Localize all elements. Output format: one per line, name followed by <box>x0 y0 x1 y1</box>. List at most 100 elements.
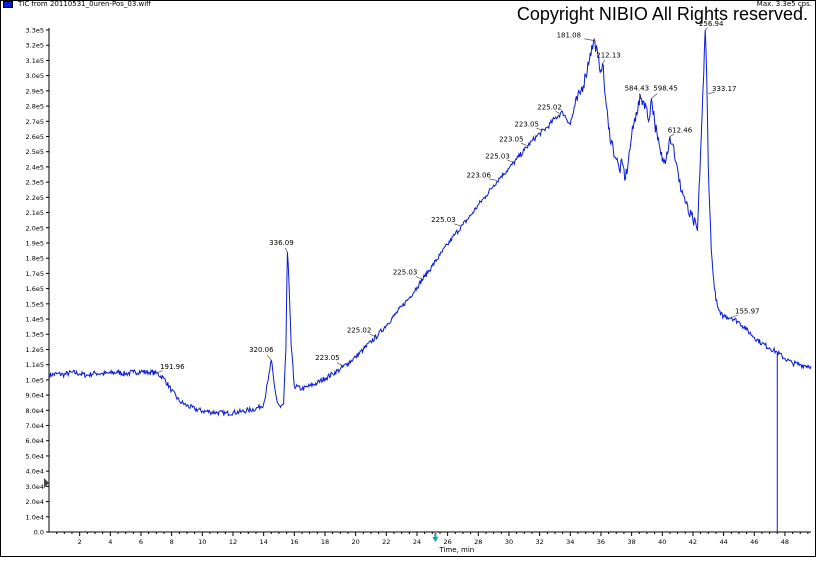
trace-group <box>48 29 812 532</box>
x-tick-label: 36 <box>597 538 605 546</box>
y-tick-label: 1.8e5 <box>26 255 44 263</box>
x-tick-label: 4 <box>108 538 112 546</box>
peak-label-leader <box>731 314 738 318</box>
peak-label: 225.02 <box>537 104 562 112</box>
x-tick-label: 32 <box>535 538 543 546</box>
y-tick-label: 7.0e4 <box>26 422 44 430</box>
peak-label: 612.46 <box>668 126 693 134</box>
peak-label-leader <box>454 223 462 227</box>
peak-label-leader <box>156 370 163 374</box>
peak-label-leader <box>602 59 606 64</box>
y-tick-label: 2.2e5 <box>26 194 44 202</box>
peak-label-group: 191.96 320.06 336.09 223.05 225.02 225.03 225.… <box>156 20 760 374</box>
peak-label: 598.45 <box>653 84 678 92</box>
peak-label-leader <box>415 276 424 280</box>
y-tick-label: 2.4e5 <box>26 163 44 171</box>
x-tick-label: 18 <box>321 538 329 546</box>
peak-label: 223.05 <box>315 354 340 362</box>
y-tick-label: 2.0e4 <box>26 498 44 506</box>
peak-label: 191.96 <box>160 363 185 371</box>
x-tick-label: 2 <box>78 538 82 546</box>
trace-color-icon <box>3 1 13 8</box>
peak-label-leader <box>651 93 658 99</box>
y-tick-label: 1.6e5 <box>26 285 44 293</box>
x-tick-label: 30 <box>505 538 513 546</box>
peak-label: 225.03 <box>393 268 418 276</box>
x-axis-label: Time, min <box>438 546 474 554</box>
y-tick-label: 6.0e4 <box>26 437 44 445</box>
peak-label-leader <box>536 127 543 131</box>
peak-label: 584.43 <box>625 84 650 92</box>
peak-label-leader <box>284 247 288 253</box>
peak-label-leader <box>669 133 675 137</box>
frame-bottom-line <box>0 556 816 557</box>
y-tick-label: 3.2e5 <box>26 42 44 50</box>
axis-group: 0.0 1.0e4 2.0e4 3.0e4 4.0e4 5.0e4 6.0e4 7.0e4 8.… <box>26 27 811 546</box>
x-tick-label: 28 <box>474 538 482 546</box>
peak-label-leader <box>489 178 497 181</box>
peak-label: 336.09 <box>269 239 294 247</box>
y-tick-label: 4.0e4 <box>26 468 44 476</box>
tic-trace-line <box>48 29 812 417</box>
peak-label: 225.02 <box>347 326 372 334</box>
x-tick-label: 48 <box>781 538 789 546</box>
y-tick-label: 1.2e5 <box>26 346 44 354</box>
peak-label-leader <box>638 93 642 99</box>
axis-cursor-icon <box>44 478 49 488</box>
y-tick-label: 1.5e5 <box>26 300 44 308</box>
y-tick-label: 8.0e4 <box>26 407 44 415</box>
y-tick-label: 1.7e5 <box>26 270 44 278</box>
peak-label: 225.03 <box>485 152 510 160</box>
y-tick-label: 2.6e5 <box>26 133 44 141</box>
peak-label-leader <box>267 355 272 361</box>
y-tick-label: 2.5e5 <box>26 148 44 156</box>
peak-label: 256.94 <box>699 20 724 28</box>
y-tick-label: 2.8e5 <box>26 103 44 111</box>
peak-label: 223.05 <box>499 136 524 144</box>
x-tick-label: 34 <box>566 538 574 546</box>
y-tick-label: 2.9e5 <box>26 87 44 95</box>
time-marker-arrow <box>432 537 439 542</box>
x-tick-label: 6 <box>139 538 143 546</box>
peak-label: 181.08 <box>557 32 582 40</box>
x-tick-label: 46 <box>750 538 758 546</box>
x-tick-label: 40 <box>658 538 666 546</box>
max-intensity-label: Max. 3.3e5 cps. <box>756 0 812 8</box>
y-tick-label: 3.0e4 <box>26 483 44 491</box>
peak-label: 223.06 <box>466 172 491 180</box>
peak-label: 223.05 <box>514 120 539 128</box>
x-tick-label: 20 <box>351 538 359 546</box>
y-tick-label: 0.0 <box>34 529 44 537</box>
peak-label: 212.13 <box>596 51 621 59</box>
y-tick-label: 9.0e4 <box>26 392 44 400</box>
y-tick-label: 1.0e5 <box>26 376 44 384</box>
peak-label: 333.17 <box>712 85 737 93</box>
copyright-watermark: Copyright NIBIO All Rights reserved. <box>516 4 808 24</box>
peak-label-leader <box>704 27 708 31</box>
x-tick-label: 22 <box>382 538 390 546</box>
x-tick-label: 12 <box>229 538 237 546</box>
peak-label-leader <box>520 142 528 146</box>
x-tick-label: 42 <box>689 538 697 546</box>
y-tick-label: 3.3e5 <box>26 27 44 35</box>
x-tick-label: 24 <box>413 538 421 546</box>
y-tick-label: 2.7e5 <box>26 118 44 126</box>
y-tick-label: 5.0e4 <box>26 452 44 460</box>
peak-label: 155.97 <box>735 308 760 316</box>
x-tick-label: 8 <box>170 538 174 546</box>
y-tick-label: 2.1e5 <box>26 209 44 217</box>
y-tick-label: 1.3e5 <box>26 331 44 339</box>
peak-label-leader <box>369 334 378 338</box>
peak-label: 320.06 <box>249 346 274 354</box>
x-tick-label: 10 <box>198 538 206 546</box>
y-tick-label: 1.4e5 <box>26 316 44 324</box>
y-tick-label: 2.3e5 <box>26 179 44 187</box>
y-tick-label: 3.1e5 <box>26 57 44 65</box>
trace-label: TIC from 20110531_0uren-Pos_03.wiff <box>18 0 152 8</box>
y-tick-label: 1.9e5 <box>26 239 44 247</box>
peak-label-leader <box>555 111 560 114</box>
peak-label: 225.03 <box>431 216 456 224</box>
peak-label-leader <box>708 91 715 95</box>
x-tick-label: 16 <box>290 538 298 546</box>
